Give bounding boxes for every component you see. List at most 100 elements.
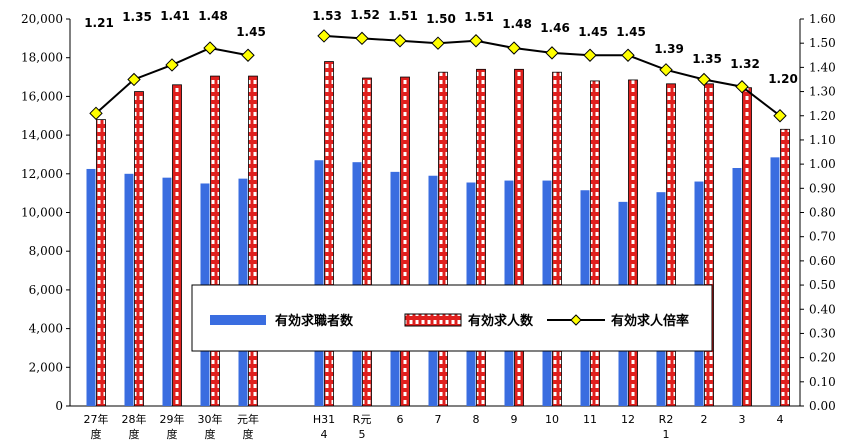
ratio-marker: [621, 48, 635, 62]
ratio-marker: [165, 58, 179, 72]
right-tick-label: 0.00: [809, 399, 836, 413]
ratio-data-label: 1.48: [198, 9, 228, 23]
ratio-data-label: 1.32: [730, 57, 760, 71]
axes: 0 2,000 4,000 6,000 8,000 10,000 12,000 14,000 1…: [21, 12, 836, 441]
right-tick-label: 0.70: [809, 230, 836, 244]
x-tick-label: 2: [701, 413, 708, 426]
right-tick-label: 1.50: [809, 36, 836, 50]
x-tick-label: 7: [435, 413, 442, 426]
right-tick-label: 0.40: [809, 302, 836, 316]
right-tick-label: 0.50: [809, 278, 836, 292]
x-tick-label: 4: [777, 413, 784, 426]
ratio-data-label: 1.45: [616, 25, 646, 39]
offer-bar: [438, 71, 448, 407]
right-tick-label: 0.10: [809, 375, 836, 389]
offer-bar: [172, 84, 182, 407]
left-tick-label: 18,000: [21, 51, 63, 65]
ratio-marker: [735, 80, 749, 94]
right-tick-label: 1.10: [809, 133, 836, 147]
ratio-data-label: 1.45: [578, 25, 608, 39]
ratio-marker: [89, 106, 103, 121]
offer-bar: [514, 68, 524, 407]
bars: [86, 61, 790, 407]
x-tick-label: 12: [621, 413, 635, 426]
ratio-marker: [545, 46, 559, 60]
right-tick-label: 1.00: [809, 157, 836, 171]
offer-bar: [476, 68, 486, 407]
left-tick-label: 20,000: [21, 12, 63, 26]
legend-label-offer: 有効求人数: [468, 313, 534, 329]
ratio-marker: [203, 41, 217, 55]
ratio-data-label: 1.39: [654, 42, 684, 56]
x-tick-label: 3: [739, 413, 746, 426]
left-tick-label: 2,000: [29, 360, 63, 374]
ratio-data-label: 1.51: [464, 10, 494, 24]
right-tick-label: 1.20: [809, 109, 836, 123]
ratio-marker: [469, 34, 483, 48]
offer-bar: [324, 61, 334, 407]
left-tick-label: 0: [55, 399, 63, 413]
data-labels: 1.21 1.35 1.41 1.48 1.45 1.53 1.52 1.51 1.50 1.51…: [84, 8, 798, 86]
ratio-data-label: 1.52: [350, 8, 380, 22]
right-tick-label: 0.60: [809, 254, 836, 268]
offer-bar: [742, 87, 752, 407]
left-tick-label: 6,000: [29, 283, 63, 297]
ratio-data-label: 1.21: [84, 16, 114, 30]
ratio-data-label: 1.41: [160, 9, 190, 23]
left-tick-label: 14,000: [21, 128, 63, 142]
x-tick-label: H31 4: [313, 413, 335, 441]
ratio-marker: [127, 72, 141, 87]
ratio-marker: [697, 72, 711, 87]
offer-bar: [248, 75, 258, 407]
ratio-marker: [431, 36, 445, 50]
offer-bar: [552, 71, 562, 407]
x-tick-label: 6: [397, 413, 404, 426]
ratio-data-label: 1.20: [768, 72, 798, 86]
seeker-bar: [124, 173, 134, 406]
legend-label-ratio: 有効求人倍率: [611, 313, 689, 329]
offer-bar: [666, 83, 676, 407]
ratio-data-label: 1.46: [540, 21, 570, 35]
seeker-bar: [352, 162, 362, 406]
seeker-bar: [314, 160, 324, 406]
offer-bar: [704, 83, 714, 407]
x-tick-label: 9: [511, 413, 518, 426]
ratio-marker: [507, 41, 521, 55]
ratio-marker: [393, 34, 407, 48]
seeker-bar: [162, 177, 172, 406]
offer-bar: [96, 119, 106, 407]
ratio-marker: [317, 29, 331, 43]
x-tick-label: R元 5: [353, 413, 372, 441]
x-tick-label: 28年度: [122, 412, 147, 441]
x-tick-label: 30年度: [198, 412, 223, 441]
left-tick-label: 16,000: [21, 89, 63, 103]
seeker-bar: [732, 167, 742, 406]
ratio-line: [89, 29, 787, 123]
ratio-marker: [241, 48, 255, 62]
ratio-marker: [583, 48, 597, 62]
left-tick-label: 12,000: [21, 167, 63, 181]
ratio-data-label: 1.35: [692, 52, 722, 66]
offer-bar: [362, 77, 372, 407]
right-tick-label: 1.30: [809, 85, 836, 99]
legend-swatch-ratio-marker: [570, 314, 582, 326]
offer-bar: [210, 75, 220, 407]
right-tick-label: 0.20: [809, 351, 836, 365]
right-tick-label: 0.30: [809, 326, 836, 340]
ratio-marker: [355, 31, 369, 46]
right-tick-label: 1.40: [809, 60, 836, 74]
x-tick-label: 27年度: [84, 412, 109, 441]
right-tick-label: 1.60: [809, 12, 836, 26]
ratio-data-label: 1.50: [426, 12, 456, 26]
offer-bar: [400, 76, 410, 407]
ratio-marker: [659, 63, 673, 77]
ratio-data-label: 1.51: [388, 9, 418, 23]
x-tick-label: 29年度: [160, 412, 185, 441]
legend-swatch-offer: [404, 313, 462, 327]
legend-label-seeker: 有効求職者数: [275, 313, 354, 329]
seeker-bar: [770, 157, 780, 406]
ratio-data-label: 1.35: [122, 10, 152, 24]
ratio-data-label: 1.48: [502, 17, 532, 31]
ratio-marker: [773, 109, 787, 123]
